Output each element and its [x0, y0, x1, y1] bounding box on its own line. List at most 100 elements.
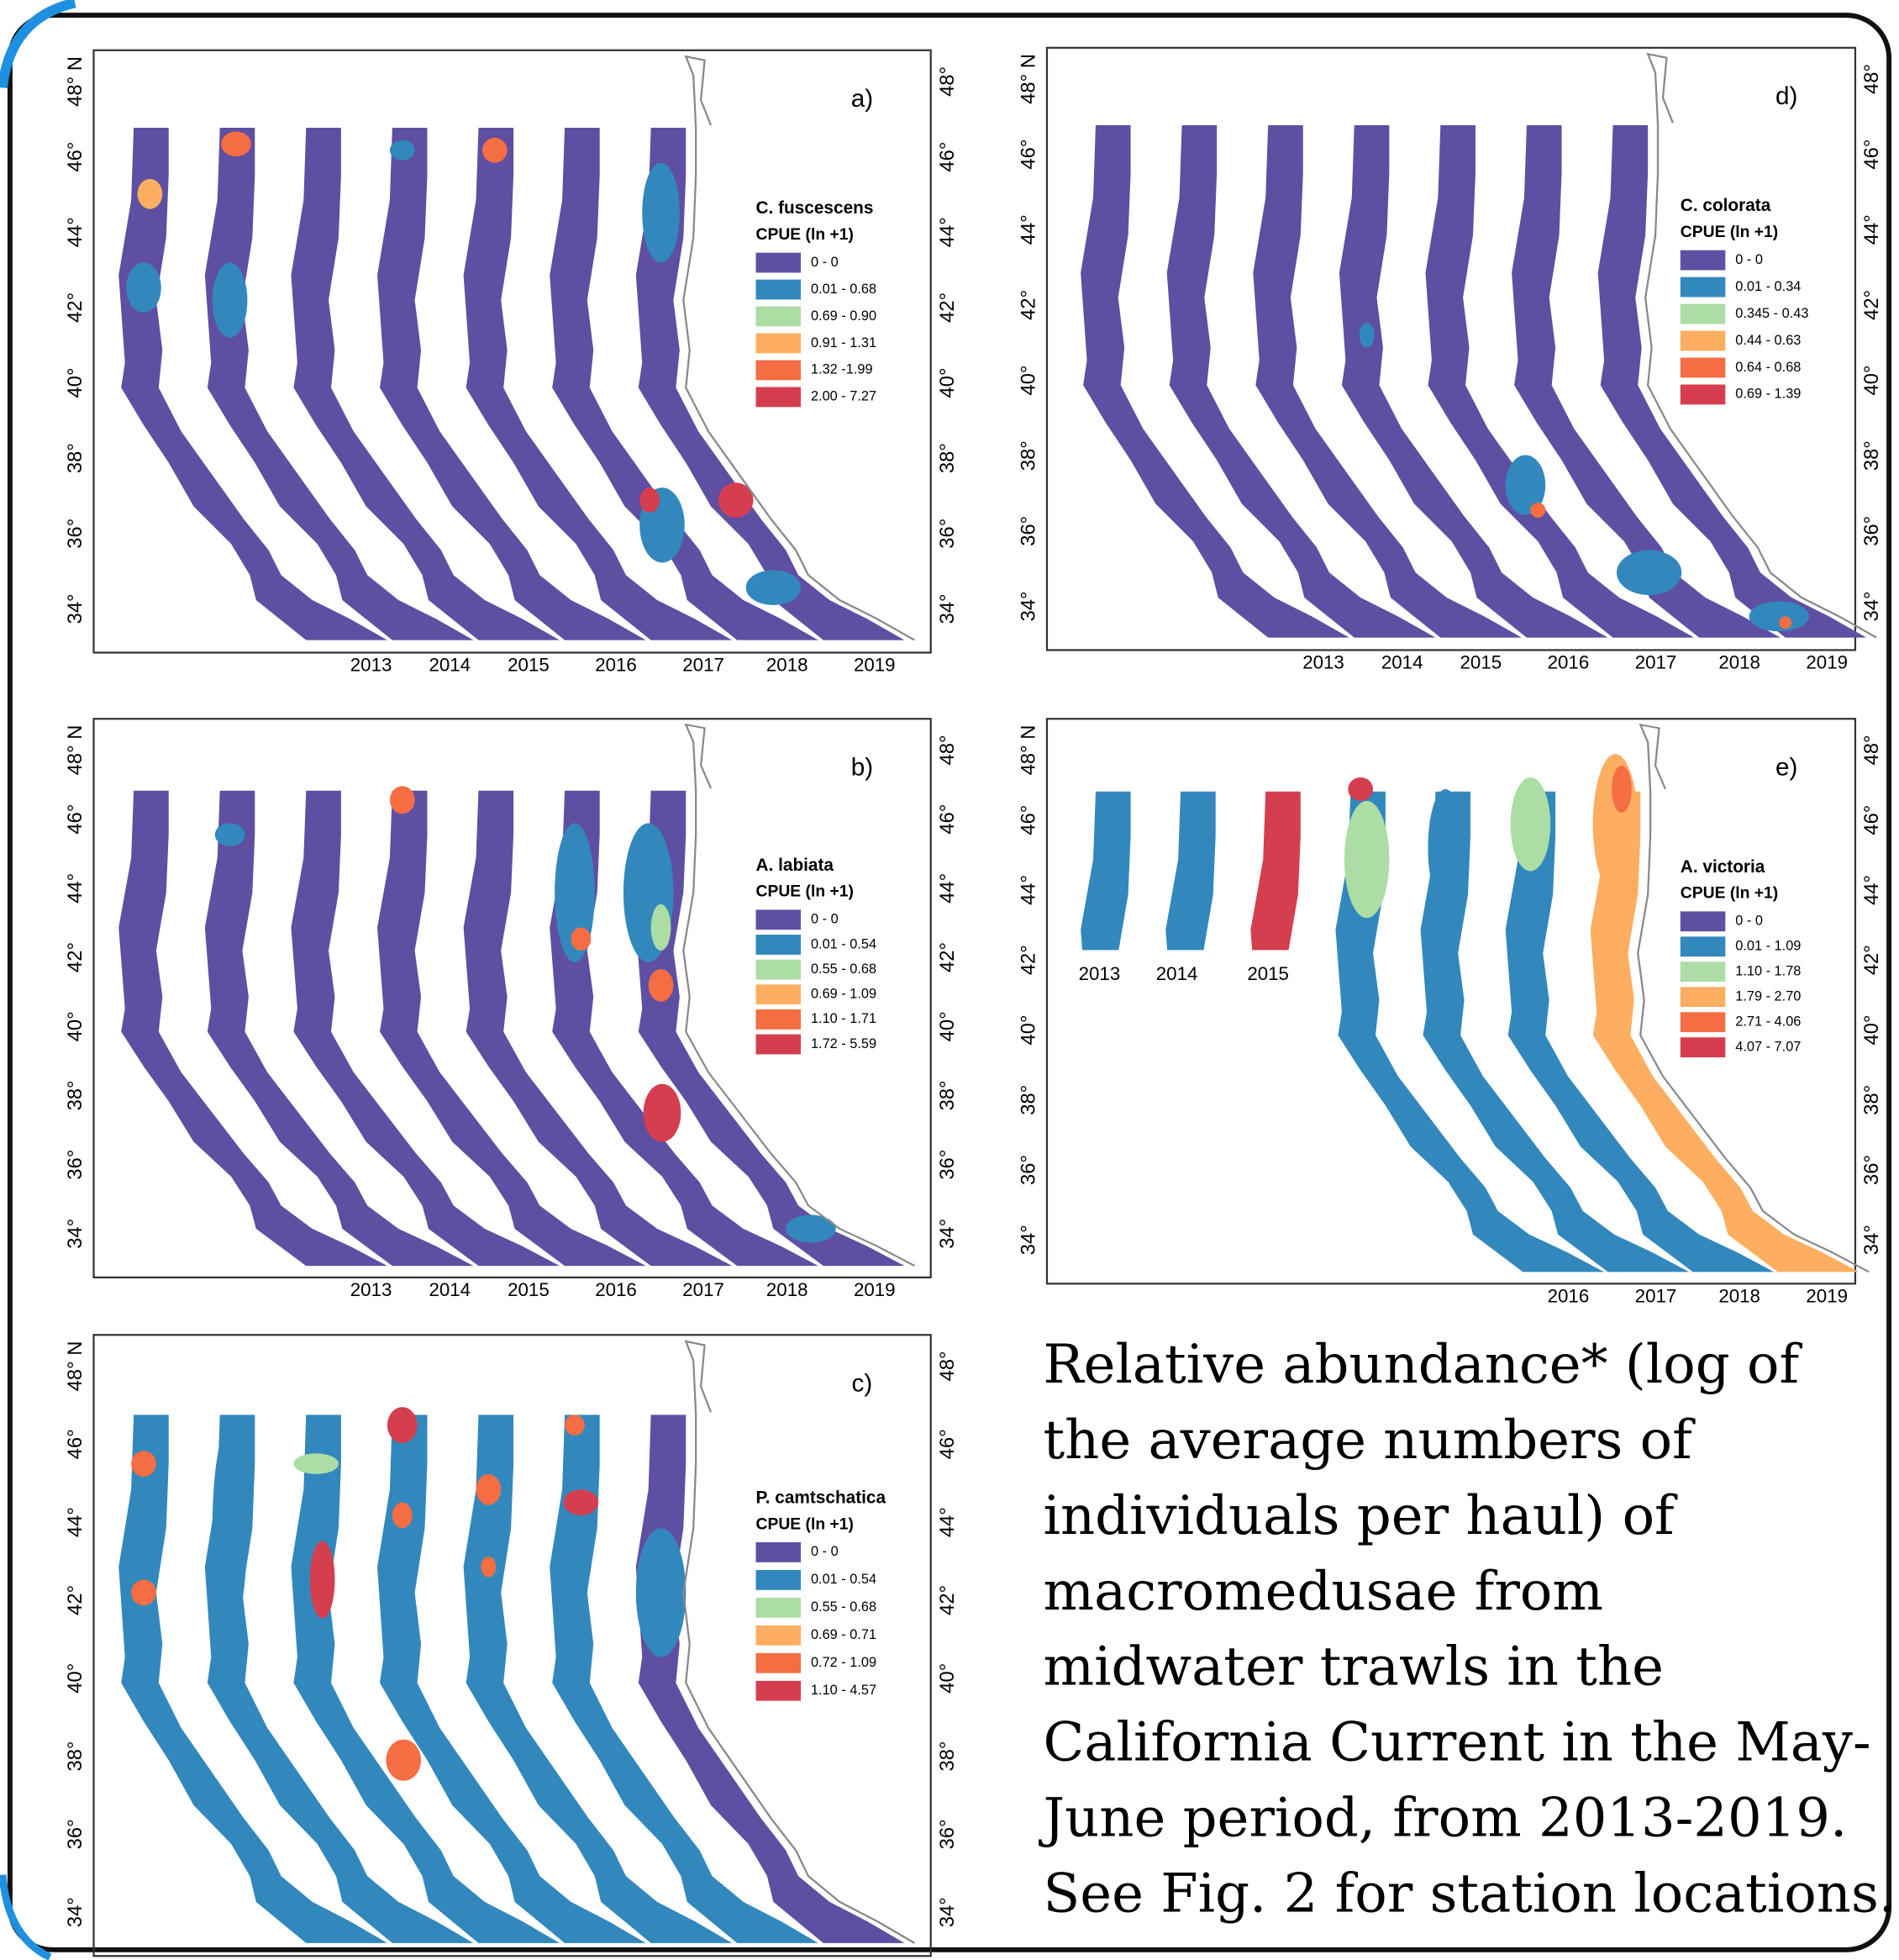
legend-swatch — [1680, 277, 1726, 298]
year-label: 2013 — [350, 1957, 392, 1960]
legend-swatch — [755, 1569, 802, 1590]
patch — [131, 1579, 156, 1606]
lat-label: 36° — [64, 1819, 87, 1849]
region — [550, 127, 818, 640]
patch — [392, 1502, 413, 1529]
legend-label: 1.72 - 5.59 — [811, 1036, 876, 1051]
legend-swatch — [1680, 911, 1726, 932]
year-label: 2014 — [429, 655, 471, 676]
lat-label: 36° — [936, 1819, 959, 1849]
lat-label: 38° — [936, 1741, 959, 1772]
patch — [639, 487, 660, 513]
legend-label: 0 - 0 — [811, 255, 839, 270]
lat-label: 38° — [64, 443, 87, 473]
patch — [650, 904, 671, 951]
patch — [571, 927, 592, 951]
patch — [1779, 616, 1792, 630]
year-label: 2013 — [350, 1279, 392, 1300]
region — [1339, 125, 1608, 638]
legend-swatch — [755, 1597, 802, 1618]
legend-swatch — [755, 1542, 802, 1562]
legend-label: 0.44 - 0.63 — [1735, 333, 1801, 348]
lat-label: 36° — [64, 519, 87, 549]
legend-label: 1.10 - 1.78 — [1735, 964, 1801, 979]
lat-label: 46° — [64, 1429, 87, 1459]
patch — [212, 262, 248, 338]
year-label: 2019 — [854, 655, 896, 676]
lat-label: 38° — [936, 443, 959, 473]
legend-swatch — [755, 306, 802, 327]
survey-map — [1166, 125, 1436, 638]
panel-label: c) — [852, 1370, 873, 1398]
survey-map — [550, 1415, 818, 1943]
legend-species: A. labiata — [756, 856, 834, 875]
survey-map — [204, 790, 474, 1267]
survey-map — [291, 790, 560, 1267]
patch — [126, 262, 161, 313]
legend-label: 1.10 - 4.57 — [811, 1683, 876, 1698]
legend-label: 1.79 - 2.70 — [1735, 989, 1801, 1004]
patch — [1510, 777, 1551, 872]
patch — [745, 570, 802, 605]
lat-label: 48° — [936, 1351, 959, 1381]
lat-label: 34° — [64, 1219, 87, 1249]
year-label: 2013 — [350, 655, 392, 676]
legend-swatch — [1680, 1037, 1726, 1058]
region — [377, 127, 646, 640]
survey-map — [1250, 791, 1301, 951]
survey-map — [118, 127, 387, 640]
lat-label: 48° N — [1017, 725, 1039, 776]
legend-swatch — [1680, 330, 1726, 351]
year-label: 2015 — [508, 1279, 550, 1300]
panel-label: b) — [851, 754, 873, 782]
map-panel: a) C. fuscescens CPUE (ln +1) 0 - 0 0.01 - 0… — [64, 49, 959, 676]
patch — [1348, 777, 1374, 801]
lat-label: 42° — [936, 292, 959, 323]
legend-swatch — [755, 1009, 802, 1030]
lat-label: 40° — [64, 368, 87, 398]
patch — [555, 823, 595, 962]
legend-label: 0.345 - 0.43 — [1735, 306, 1808, 321]
survey-map — [463, 790, 733, 1267]
year-label: 2014 — [429, 1279, 471, 1300]
survey-map — [463, 127, 733, 640]
legend-label: 0.01 - 0.54 — [811, 1572, 876, 1587]
region — [1253, 125, 1522, 638]
legend-swatch — [755, 387, 802, 408]
lat-label: 42° — [1017, 290, 1039, 320]
lat-label: 38° — [64, 1080, 87, 1110]
year-label: 2014 — [1381, 652, 1423, 673]
legend-label: 4.07 - 7.07 — [1735, 1039, 1801, 1054]
lat-label: 36° — [936, 1150, 959, 1180]
legend-species: C. colorata — [1681, 196, 1771, 215]
year-label: 2013 — [1302, 652, 1344, 673]
region — [377, 790, 646, 1267]
patch — [389, 786, 415, 814]
year-label: 2016 — [595, 655, 637, 676]
patch — [635, 1528, 686, 1657]
legend-species: A. victoria — [1681, 857, 1765, 877]
region — [463, 1415, 733, 1943]
survey-map — [1081, 791, 1131, 951]
caption-line: macromedusae from — [1044, 1561, 1603, 1623]
region — [635, 1415, 905, 1943]
caption-line: See Fig. 2 for station locations. — [1044, 1863, 1896, 1926]
region — [1512, 125, 1781, 638]
year-label: 2017 — [682, 1957, 724, 1960]
lat-label: 44° — [1017, 214, 1039, 245]
patch — [642, 162, 680, 263]
patch — [1749, 601, 1809, 632]
coastline — [1644, 52, 1877, 639]
lat-label: 44° — [1860, 875, 1883, 905]
panel-label: a) — [851, 85, 873, 113]
legend-label: 0.01 - 0.68 — [811, 282, 876, 297]
panel-label: d) — [1775, 82, 1797, 110]
patch — [1359, 322, 1375, 348]
lat-label: 40° — [1017, 1014, 1039, 1045]
region — [1250, 791, 1301, 951]
lat-label: 38° — [1860, 440, 1883, 471]
lat-label: 46° — [1860, 140, 1883, 170]
survey-map — [550, 127, 818, 640]
patch — [643, 1083, 681, 1142]
